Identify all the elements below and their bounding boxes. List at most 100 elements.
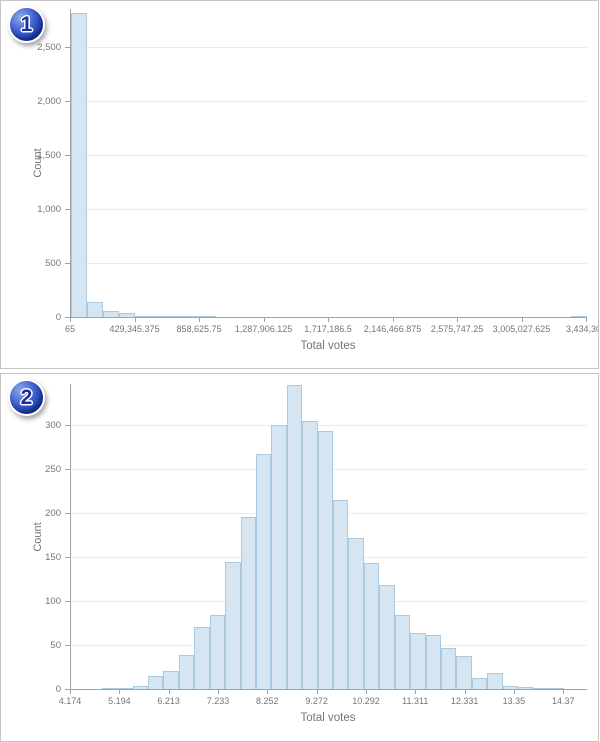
x-tick-mark (513, 689, 515, 694)
x-tick-mark (365, 689, 367, 694)
y-tick-mark (65, 208, 70, 210)
x-tick-label: 8.252 (256, 696, 279, 706)
x-tick-label: 9.272 (305, 696, 328, 706)
histogram-bar (183, 316, 200, 317)
x-tick-mark (521, 317, 523, 322)
x-tick-mark (134, 317, 136, 322)
x-tick-label: 4.174 (58, 696, 82, 706)
histogram-bar (518, 687, 534, 689)
histogram-bar (286, 384, 303, 689)
histogram-panel-log-votes: 2 Count Total votes 0 50 100 150 200 250 300 4.… (0, 373, 599, 742)
y-tick-mark (65, 46, 70, 48)
histogram-bar (148, 675, 164, 689)
x-tick-mark (119, 689, 121, 694)
histogram-bar (151, 316, 168, 317)
histogram-bar (200, 316, 217, 317)
x-tick-label: 1,287,906.125 (234, 324, 293, 334)
x-tick-label: 2,575,747.25 (430, 324, 484, 334)
y-tick-mark (65, 425, 70, 427)
x-tick-label: 6.213 (157, 696, 180, 706)
step-1-badge-number: 1 (20, 12, 33, 36)
y-tick-mark (65, 100, 70, 102)
histogram-bar (440, 647, 457, 689)
histogram-bar (363, 563, 380, 689)
histogram-bar (101, 688, 118, 689)
histogram-bar (135, 315, 152, 317)
plot-area-raw (70, 9, 587, 318)
histogram-bar (132, 686, 149, 689)
histogram-bar (333, 500, 349, 689)
y-tick-label: 300 (45, 420, 61, 432)
x-tick-mark (464, 689, 466, 694)
y-tick-label: 2,000 (37, 95, 61, 107)
x-tick-label: 14.37 (551, 696, 575, 706)
step-2-badge: 2 (8, 379, 45, 416)
x-tick-label: 3,434,308 (565, 324, 598, 334)
gridline (71, 425, 587, 427)
histogram-bar (348, 537, 364, 689)
y-tick-mark (65, 154, 70, 156)
y-tick-mark (65, 513, 70, 515)
histogram-bar (379, 585, 395, 689)
y-tick-mark (65, 469, 70, 471)
gridline (71, 262, 587, 264)
y-tick-label: 200 (45, 508, 61, 520)
y-axis-title: Count (32, 521, 44, 552)
x-axis-title: Total votes (300, 712, 356, 724)
y-tick-label: 1,500 (37, 149, 61, 161)
y-tick-mark (65, 557, 70, 559)
x-tick-label: 2,146,466.875 (363, 324, 422, 334)
x-tick-mark (267, 689, 269, 694)
y-tick-label: 100 (45, 596, 61, 608)
x-tick-mark (563, 689, 565, 694)
x-tick-label: 5.194 (108, 696, 131, 706)
y-tick-label: 250 (45, 464, 61, 476)
histogram-bar (119, 313, 136, 317)
step-2-badge-number: 2 (20, 385, 33, 409)
y-tick-label: 0 (55, 684, 61, 695)
x-axis-title: Total votes (300, 340, 356, 352)
histogram-bar (167, 316, 184, 317)
histogram-bar (240, 516, 256, 689)
x-tick-mark (70, 317, 71, 322)
histogram-panel-raw-votes: 1 Count Total votes 0 500 1,000 1,500 2,000 2… (0, 0, 599, 369)
y-tick-label: 1,000 (37, 203, 61, 215)
x-tick-label: 65 (64, 324, 76, 334)
x-tick-mark (217, 689, 219, 694)
histogram-bar (209, 615, 226, 689)
y-tick-label: 150 (45, 552, 61, 564)
y-tick-label: 0 (55, 312, 61, 323)
x-tick-mark (70, 689, 71, 694)
x-tick-label: 858,625.75 (176, 324, 222, 334)
plot-area-log (70, 384, 587, 690)
histogram-bar (548, 688, 565, 689)
histogram-bar (271, 425, 287, 689)
histogram-bar (117, 688, 133, 689)
gridline (71, 208, 587, 210)
x-tick-mark (415, 689, 417, 694)
histogram-bar (163, 671, 179, 689)
histogram-bar (302, 420, 318, 689)
x-tick-label: 11.311 (402, 696, 429, 706)
y-tick-mark (65, 317, 70, 318)
x-tick-mark (199, 317, 200, 322)
y-tick-label: 500 (45, 257, 61, 269)
gridline (71, 154, 587, 156)
x-tick-label: 3,005,027.625 (492, 324, 551, 334)
histogram-bar (533, 688, 549, 689)
x-tick-label: 429,345.375 (109, 324, 160, 334)
x-tick-mark (263, 317, 265, 322)
y-tick-mark (65, 689, 70, 690)
y-tick-label: 2,500 (37, 41, 61, 53)
x-tick-mark (392, 317, 394, 322)
step-1-badge: 1 (8, 6, 45, 43)
gridline (71, 100, 587, 102)
histogram-bar (471, 677, 488, 689)
histogram-bar (255, 454, 272, 689)
histogram-bar (87, 301, 104, 317)
gridline (71, 46, 587, 48)
histogram-bar (487, 673, 503, 689)
histogram-bar (178, 654, 195, 689)
histogram-bar (225, 561, 241, 689)
